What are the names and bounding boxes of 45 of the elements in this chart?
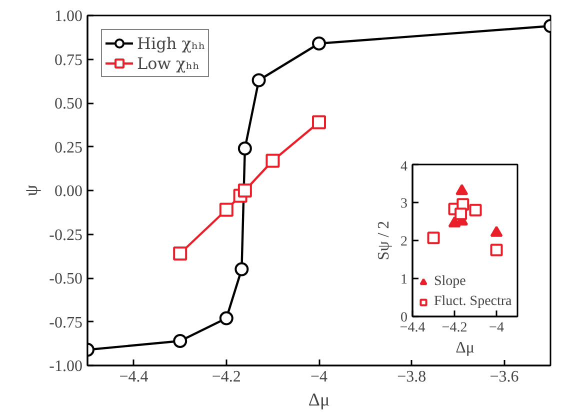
x-axis-title: Δμ xyxy=(308,390,330,410)
x-tick-label: −3.6 xyxy=(490,368,519,386)
legend-label: Slope xyxy=(434,274,466,290)
point xyxy=(490,244,503,256)
point xyxy=(266,154,280,168)
point xyxy=(454,208,468,220)
point xyxy=(312,36,326,50)
x-axis-title: Δμ xyxy=(456,340,474,356)
point xyxy=(427,232,440,244)
y-axis-title: Sψ / 2 xyxy=(376,220,392,260)
point xyxy=(238,142,252,156)
y-tick-label: 0.50 xyxy=(54,96,82,112)
y-tick-label: -0.25 xyxy=(49,226,82,244)
point xyxy=(219,202,234,217)
point xyxy=(238,184,252,198)
y-tick-label: -0.75 xyxy=(49,314,82,332)
legend-label: Low χₕₕ xyxy=(137,54,200,72)
legend-label: Fluct. Spectra xyxy=(434,294,512,310)
y-tick-label: 0.25 xyxy=(54,139,82,156)
point xyxy=(312,115,326,130)
legend-label: High χₕₕ xyxy=(137,34,206,52)
point xyxy=(173,334,188,348)
point xyxy=(173,246,188,260)
y-tick-label: 1 xyxy=(400,272,408,288)
y-tick-label: -0.50 xyxy=(49,270,82,288)
y-tick-label: 0.75 xyxy=(54,52,82,69)
x-tick-label: −4.2 xyxy=(442,320,468,336)
x-tick-label: −3.8 xyxy=(397,368,426,386)
y-tick-label: 4 xyxy=(400,160,408,174)
point xyxy=(219,311,234,326)
x-tick-label: −4.4 xyxy=(119,368,148,386)
point xyxy=(234,262,249,276)
x-tick-label: −4 xyxy=(489,320,504,336)
point xyxy=(252,73,266,88)
x-tick-label: −4 xyxy=(310,368,328,386)
y-tick-label: 1.00 xyxy=(54,8,82,25)
y-tick-label: 0.00 xyxy=(54,183,82,200)
y-tick-label: 2 xyxy=(400,234,408,250)
y-tick-label: 3 xyxy=(400,196,408,212)
x-tick-label: −4.2 xyxy=(212,368,241,386)
point xyxy=(490,226,503,237)
y-tick-label: -1.00 xyxy=(49,358,82,375)
point xyxy=(469,204,482,216)
point xyxy=(456,184,468,196)
y-axis-title: ψ xyxy=(21,184,42,196)
